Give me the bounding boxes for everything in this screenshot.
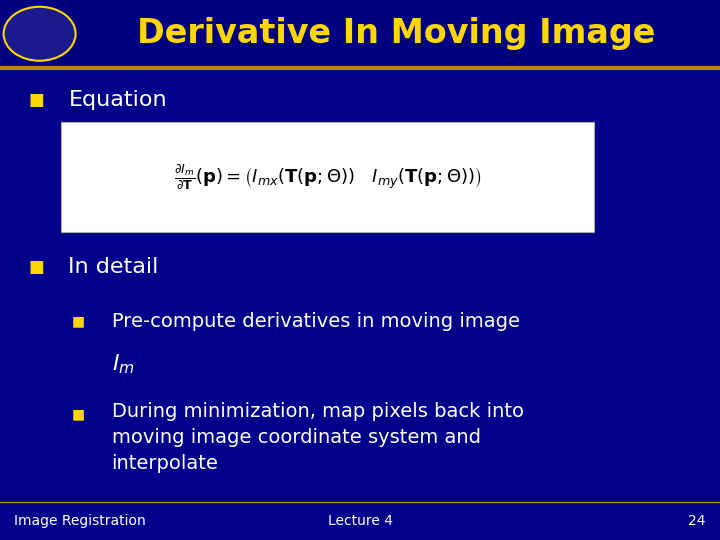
Text: ■: ■ [72,408,85,422]
Circle shape [4,6,76,60]
Text: Equation: Equation [68,90,167,110]
Text: $I_m$: $I_m$ [112,353,134,376]
Text: $\frac{\partial I_m}{\partial \mathbf{T}}(\mathbf{p}) = \left( I_{mx}(\mathbf{T}: $\frac{\partial I_m}{\partial \mathbf{T}… [174,163,481,192]
Text: Image Registration: Image Registration [14,514,146,528]
Text: In detail: In detail [68,257,159,278]
FancyBboxPatch shape [61,122,594,232]
Text: Lecture 4: Lecture 4 [328,514,392,528]
Text: ■: ■ [29,258,45,276]
FancyBboxPatch shape [0,0,720,68]
Text: Derivative In Moving Image: Derivative In Moving Image [137,17,655,50]
Text: ■: ■ [72,314,85,328]
Text: 24: 24 [688,514,706,528]
FancyBboxPatch shape [0,68,720,540]
Text: Pre-compute derivatives in moving image: Pre-compute derivatives in moving image [112,312,520,331]
Text: ■: ■ [29,91,45,109]
Text: During minimization, map pixels back into
moving image coordinate system and
int: During minimization, map pixels back int… [112,402,523,473]
